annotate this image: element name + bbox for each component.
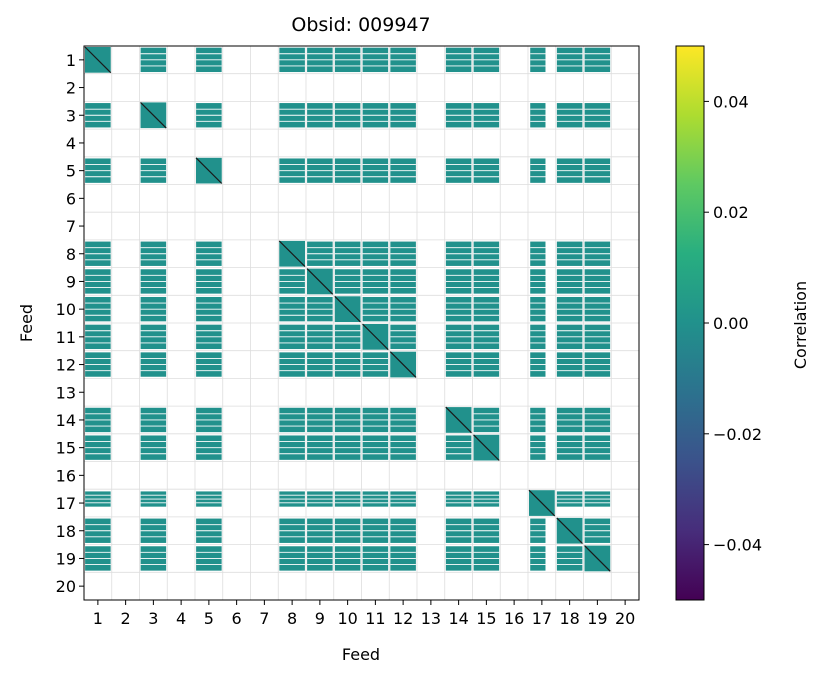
x-tick-label: 9 [315,609,325,628]
colorbar-ticks: −0.04 −0.02 0.00 0.02 0.04 [704,92,762,555]
x-axis-label: Feed [342,645,380,664]
diagonal-line-17 [528,489,556,517]
x-tick-label: 16 [504,609,524,628]
y-tick-label: 13 [56,383,76,402]
colorbar-tick-label: 0.02 [713,203,749,222]
y-tick-label: 3 [66,106,76,125]
diagonal-line-3 [140,101,167,129]
colorbar [675,45,705,601]
colorbar-tick-label: 0.00 [713,314,749,333]
y-tick-label: 9 [66,272,76,291]
x-tick-label: 10 [337,609,357,628]
diagonal-line-5 [195,157,223,184]
diagonal-line-12 [389,351,417,378]
y-tick-label: 8 [66,245,76,264]
x-tick-label: 7 [259,609,269,628]
grid-lines [84,46,639,600]
colorbar-tick-label: 0.04 [713,92,749,111]
diagonal-line-9 [306,268,334,295]
y-tick-label: 15 [56,439,76,458]
y-tick-label: 20 [56,577,76,596]
diagonal-line-14 [445,406,472,434]
y-tick-label: 14 [56,411,76,430]
x-tick-label: 4 [176,609,186,628]
y-tick-label: 18 [56,522,76,541]
x-tick-label: 1 [93,609,103,628]
x-tick-label: 6 [232,609,242,628]
y-tick-label: 7 [66,217,76,236]
x-tick-label: 19 [587,609,607,628]
diagonal-line-15 [473,434,500,461]
x-tick-label: 8 [287,609,297,628]
x-tick-label: 18 [559,609,579,628]
y-tick-label: 19 [56,549,76,568]
x-tick-label: 17 [532,609,552,628]
x-tick-label: 20 [615,609,635,628]
diagonal-cells [84,46,611,572]
diagonal-line-8 [278,240,306,268]
plot-frame [83,45,640,601]
colorbar-tick-label: −0.02 [713,425,762,444]
x-tick-label: 15 [476,609,496,628]
colorbar-label: Correlation [791,281,810,369]
y-tick-label: 16 [56,466,76,485]
y-tick-label: 4 [66,134,76,153]
x-tick-label: 13 [421,609,441,628]
colorbar-tick-label: −0.04 [713,536,762,555]
x-tick-label: 14 [448,609,468,628]
diagonal-line-10 [334,295,361,323]
y-tick-label: 17 [56,494,76,513]
diagonal-line-1 [84,46,112,74]
heatmap-cells [85,47,611,571]
x-axis-ticks: 1 2 3 4 5 6 7 8 9 10 11 12 13 14 15 16 17 18 19 20 [93,600,635,628]
chart-title: Obsid: 009947 [291,14,430,36]
y-tick-label: 12 [56,356,76,375]
x-tick-label: 11 [365,609,385,628]
x-tick-label: 3 [148,609,158,628]
y-tick-label: 1 [66,51,76,70]
diagonal-line-19 [584,545,611,572]
y-tick-label: 5 [66,162,76,181]
y-tick-label: 2 [66,79,76,98]
x-tick-label: 5 [204,609,214,628]
x-tick-label: 2 [121,609,131,628]
y-tick-label: 10 [56,300,76,319]
y-tick-label: 11 [56,328,76,347]
x-tick-label: 12 [393,609,413,628]
y-tick-label: 6 [66,189,76,208]
diagonal-line-11 [362,323,389,351]
diagonal-line-18 [556,517,583,545]
y-axis-label: Feed [17,304,36,342]
